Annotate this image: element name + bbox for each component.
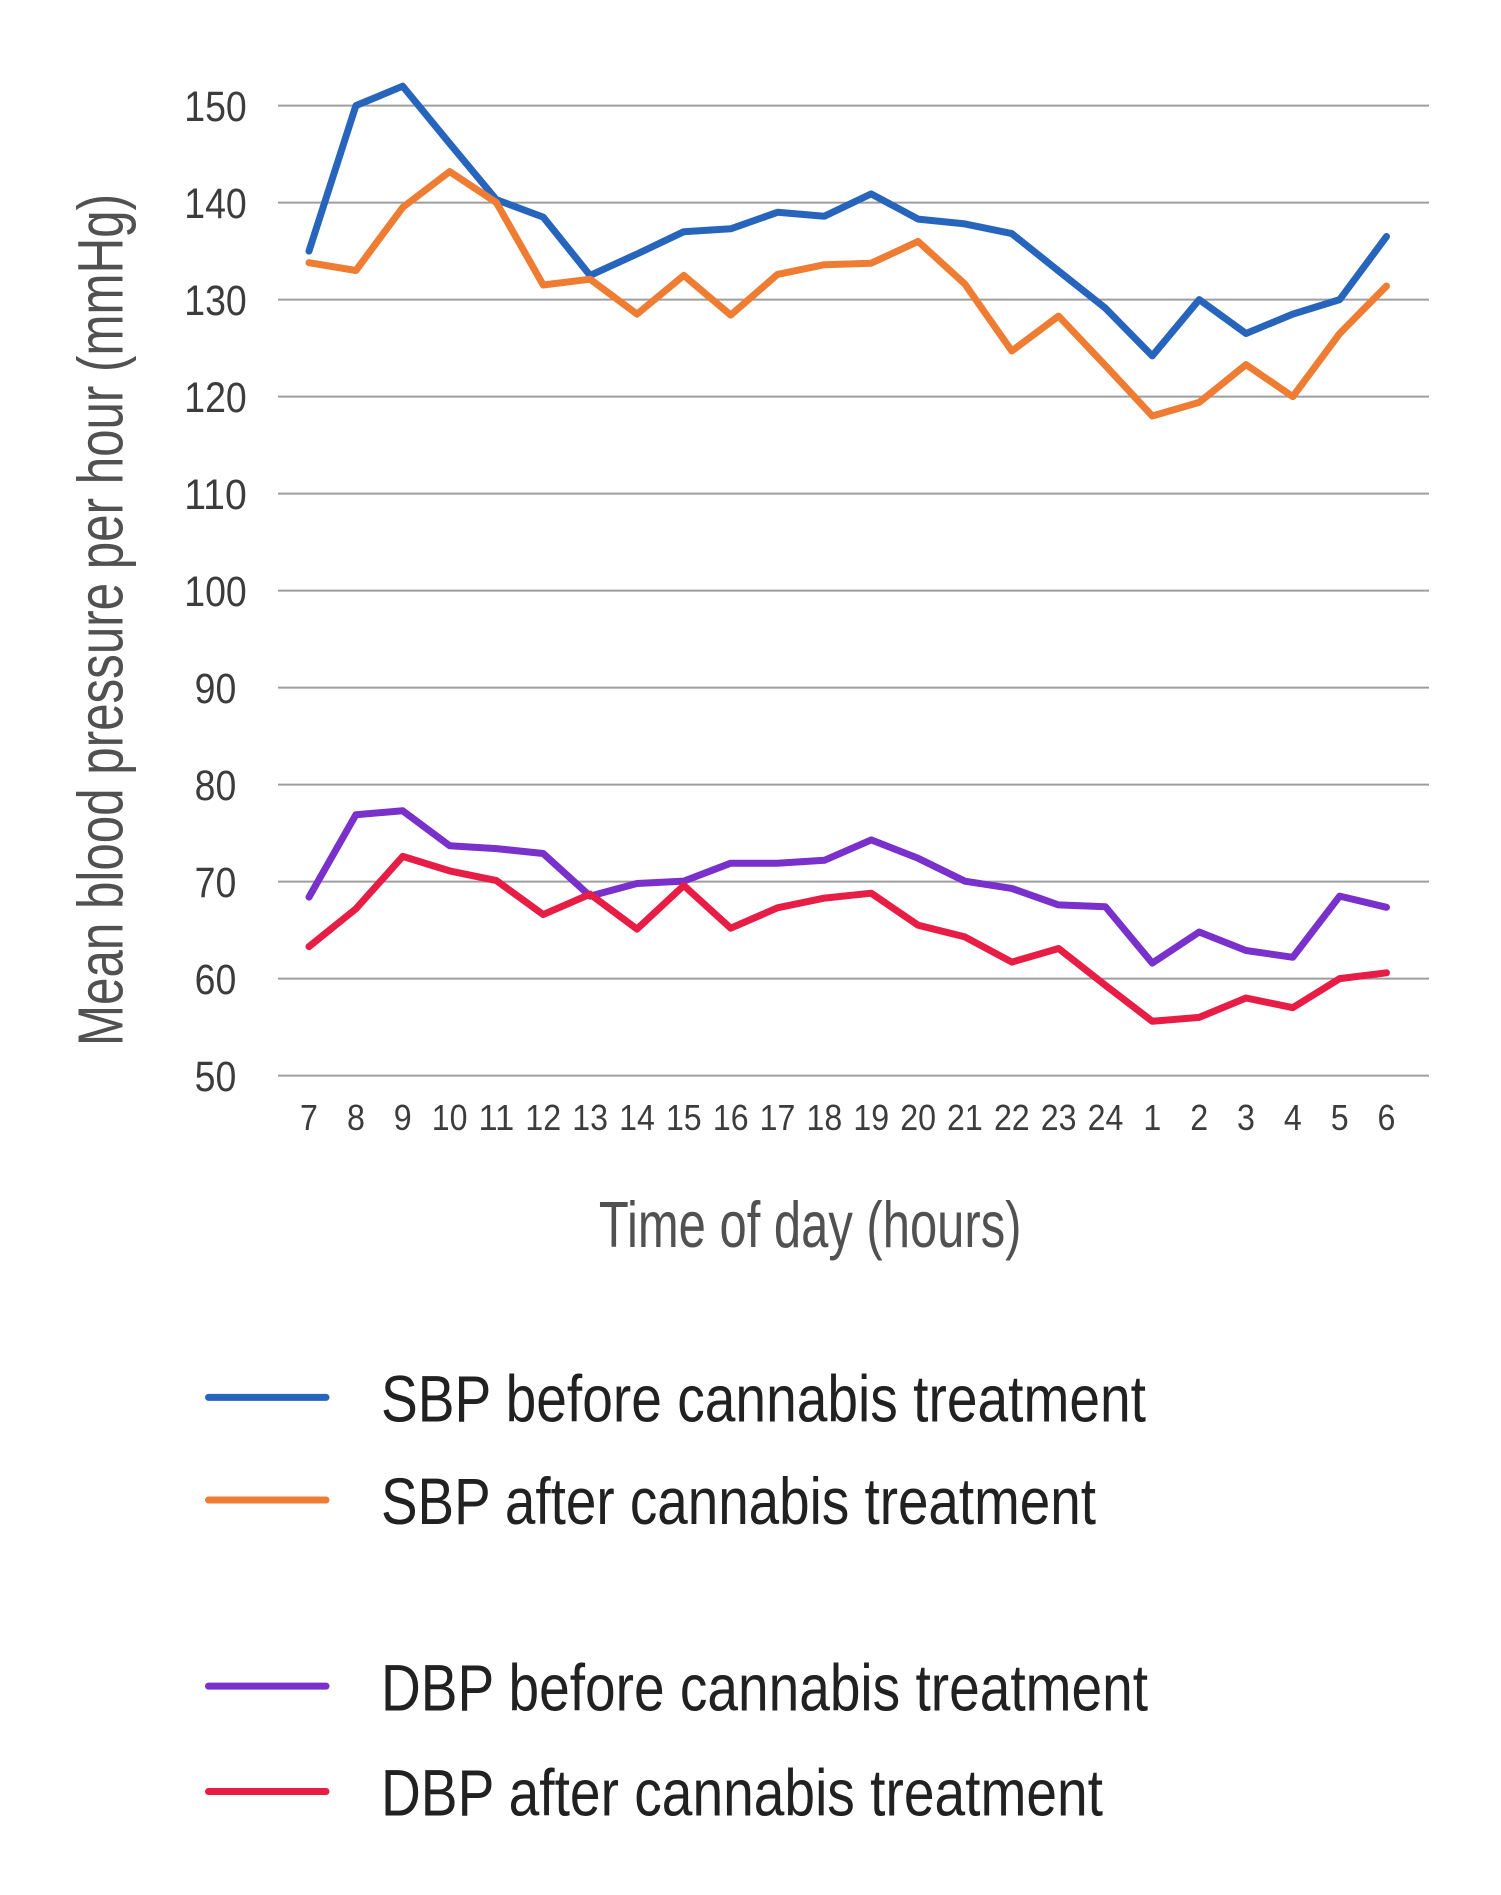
svg-text:19: 19 bbox=[853, 1097, 889, 1138]
svg-text:60: 60 bbox=[195, 956, 237, 1004]
svg-text:20: 20 bbox=[900, 1097, 936, 1138]
svg-text:13: 13 bbox=[572, 1097, 608, 1138]
svg-text:24: 24 bbox=[1088, 1097, 1124, 1138]
svg-text:70: 70 bbox=[195, 859, 237, 907]
svg-text:14: 14 bbox=[619, 1097, 655, 1138]
svg-text:DBP before cannabis treatment: DBP before cannabis treatment bbox=[381, 1650, 1148, 1724]
svg-text:17: 17 bbox=[760, 1097, 796, 1138]
svg-text:140: 140 bbox=[184, 180, 247, 228]
svg-text:15: 15 bbox=[666, 1097, 702, 1138]
svg-text:2: 2 bbox=[1190, 1097, 1208, 1138]
svg-text:DBP after cannabis treatment: DBP after cannabis treatment bbox=[381, 1756, 1103, 1830]
svg-text:120: 120 bbox=[184, 374, 247, 422]
svg-text:130: 130 bbox=[184, 277, 247, 325]
svg-text:11: 11 bbox=[479, 1097, 515, 1138]
svg-text:100: 100 bbox=[184, 568, 247, 616]
svg-text:3: 3 bbox=[1237, 1097, 1255, 1138]
svg-text:Time of day (hours): Time of day (hours) bbox=[599, 1188, 1022, 1261]
svg-text:22: 22 bbox=[994, 1097, 1030, 1138]
svg-text:8: 8 bbox=[347, 1097, 365, 1138]
svg-text:Mean blood pressure per hour (: Mean blood pressure per hour (mmHg) bbox=[65, 194, 137, 1046]
svg-text:4: 4 bbox=[1284, 1097, 1302, 1138]
svg-text:110: 110 bbox=[184, 471, 247, 519]
svg-text:16: 16 bbox=[713, 1097, 749, 1138]
svg-text:SBP after cannabis treatment: SBP after cannabis treatment bbox=[381, 1464, 1096, 1538]
svg-text:21: 21 bbox=[947, 1097, 983, 1138]
svg-text:80: 80 bbox=[195, 762, 237, 810]
svg-text:18: 18 bbox=[807, 1097, 843, 1138]
svg-text:12: 12 bbox=[525, 1097, 561, 1138]
svg-text:23: 23 bbox=[1041, 1097, 1077, 1138]
svg-text:9: 9 bbox=[394, 1097, 412, 1138]
svg-text:5: 5 bbox=[1331, 1097, 1349, 1138]
svg-text:10: 10 bbox=[432, 1097, 468, 1138]
svg-text:150: 150 bbox=[184, 83, 247, 131]
svg-text:SBP before cannabis treatment: SBP before cannabis treatment bbox=[381, 1362, 1146, 1436]
svg-text:50: 50 bbox=[195, 1053, 237, 1101]
svg-text:90: 90 bbox=[195, 665, 237, 713]
svg-text:6: 6 bbox=[1378, 1097, 1396, 1138]
svg-text:1: 1 bbox=[1143, 1097, 1161, 1138]
svg-text:7: 7 bbox=[300, 1097, 318, 1138]
